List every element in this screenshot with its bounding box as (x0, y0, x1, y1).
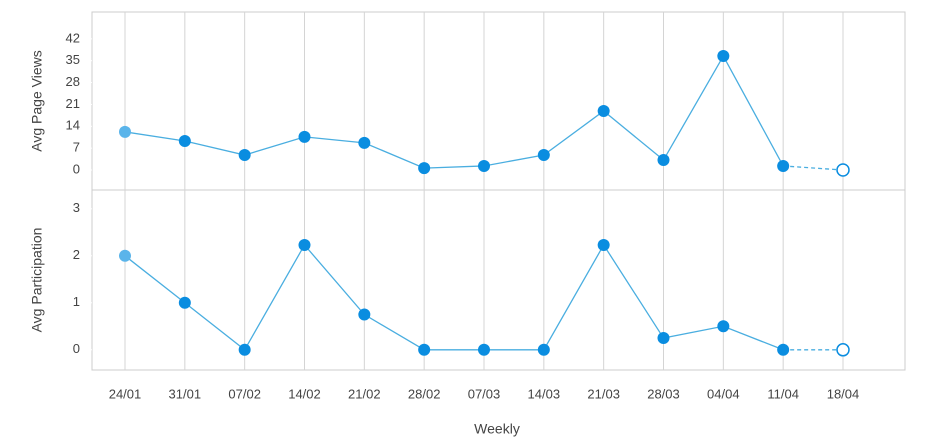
data-point (836, 163, 850, 177)
projected-line (783, 165, 844, 171)
y-tick-label: 0 (73, 161, 80, 176)
y-tick-label: 28 (66, 74, 80, 89)
data-point (298, 130, 311, 143)
data-point (777, 159, 790, 172)
x-tick-label: 24/01 (109, 386, 142, 401)
x-tick-label: 28/02 (408, 386, 441, 401)
x-tick-label: 14/03 (528, 386, 561, 401)
data-point (418, 162, 431, 175)
y-axis-title: Avg Participation (29, 228, 45, 333)
data-point (238, 149, 251, 162)
data-point (717, 50, 730, 63)
y-tick-label: 1 (73, 294, 80, 309)
y-tick-label: 7 (73, 140, 80, 155)
y-tick-label: 0 (73, 341, 80, 356)
data-point (178, 134, 191, 147)
data-point (537, 343, 550, 356)
data-point (657, 154, 670, 167)
x-tick-label: 07/03 (468, 386, 501, 401)
x-tick-label: 31/01 (169, 386, 202, 401)
data-point (478, 159, 490, 172)
data-point (119, 249, 131, 262)
y-tick-label: 35 (66, 52, 80, 67)
y-tick-label: 3 (73, 200, 80, 215)
data-point (777, 343, 790, 356)
x-tick-label: 18/04 (827, 386, 860, 401)
data-point (358, 308, 371, 321)
x-tick-label: 21/02 (348, 386, 381, 401)
data-point (298, 238, 311, 251)
y-tick-label: 2 (73, 247, 80, 262)
data-point (418, 343, 431, 356)
y-tick-label: 42 (66, 30, 80, 45)
data-point (238, 343, 251, 356)
x-tick-label: 11/04 (767, 386, 799, 401)
panel-frame (91, 189, 906, 371)
x-axis-title: Weekly (474, 421, 520, 437)
x-tick-label: 14/02 (288, 386, 321, 401)
y-axis-title: Avg Page Views (29, 50, 45, 151)
x-tick-label: 21/03 (587, 386, 620, 401)
series-line (124, 243, 784, 351)
data-point (836, 343, 850, 357)
x-tick-label: 04/04 (707, 386, 740, 401)
y-tick-label: 21 (66, 96, 80, 111)
x-tick-label: 28/03 (647, 386, 680, 401)
data-point (178, 296, 191, 309)
data-point (657, 332, 670, 345)
data-point (119, 125, 131, 138)
data-point (717, 320, 730, 333)
x-tick-label: 07/02 (228, 386, 261, 401)
series-line (124, 54, 784, 169)
y-tick-label: 14 (66, 118, 80, 133)
data-point (537, 149, 550, 162)
data-point (478, 343, 490, 356)
data-point (597, 104, 610, 117)
data-point (597, 238, 610, 251)
data-point (358, 136, 371, 149)
